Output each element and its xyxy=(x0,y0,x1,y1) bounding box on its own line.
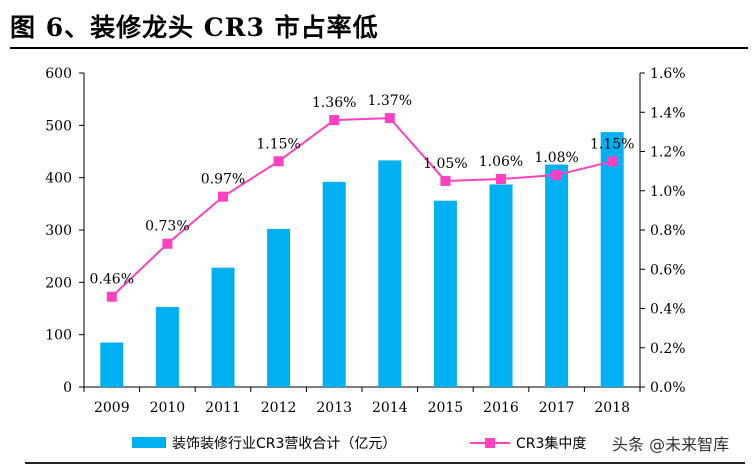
bar xyxy=(433,200,457,387)
line-marker xyxy=(384,113,395,124)
line-marker xyxy=(106,291,117,302)
x-tick-label: 2016 xyxy=(483,400,519,416)
data-label: 1.05% xyxy=(423,156,467,172)
bar xyxy=(378,160,402,387)
bar xyxy=(211,267,235,387)
x-tick-label: 2013 xyxy=(316,400,352,416)
line-marker xyxy=(162,238,173,249)
x-tick-label: 2010 xyxy=(150,400,186,416)
bottom-divider xyxy=(25,462,745,464)
bar xyxy=(322,181,346,387)
left-y-tick-label: 600 xyxy=(45,66,72,82)
title-underline xyxy=(10,47,748,49)
right-y-tick-label: 0.6% xyxy=(650,262,686,278)
right-y-tick-label: 1.6% xyxy=(650,66,686,82)
bar xyxy=(267,228,291,387)
data-label: 1.15% xyxy=(256,136,300,152)
bar xyxy=(155,306,179,387)
data-label: 1.15% xyxy=(590,136,634,152)
right-y-tick-label: 0.0% xyxy=(650,380,686,396)
line-marker xyxy=(329,115,340,126)
right-y-tick-label: 1.0% xyxy=(650,184,686,200)
x-tick-label: 2011 xyxy=(205,400,241,416)
data-label: 0.97% xyxy=(201,172,245,188)
left-y-tick-label: 400 xyxy=(45,171,72,187)
series-line xyxy=(111,117,613,298)
legend-swatch-marker xyxy=(485,438,495,448)
line-marker xyxy=(218,191,228,202)
left-y-tick-label: 500 xyxy=(45,118,72,134)
line-marker xyxy=(607,156,618,167)
figure-title: 图 6、装修龙头 CR3 市占率低 xyxy=(10,13,379,42)
x-tick-label: 2009 xyxy=(94,400,130,416)
legend-label-bars: 装饰装修行业CR3营收合计（亿元） xyxy=(172,436,396,452)
x-tick-label: 2018 xyxy=(594,400,630,416)
left-y-tick-label: 0 xyxy=(63,380,72,396)
right-y-tick-label: 0.8% xyxy=(650,223,686,239)
data-label: 1.37% xyxy=(368,93,412,109)
x-tick-label: 2014 xyxy=(372,400,408,416)
data-label: 1.08% xyxy=(534,150,578,166)
data-label: 1.36% xyxy=(312,95,356,111)
bar xyxy=(489,184,513,387)
line-marker xyxy=(440,175,451,186)
line-marker xyxy=(551,170,562,181)
line-marker xyxy=(273,156,284,167)
right-y-tick-label: 0.2% xyxy=(650,341,686,357)
legend-label-line: CR3集中度 xyxy=(516,435,586,452)
x-tick-label: 2017 xyxy=(539,400,575,416)
x-tick-label: 2015 xyxy=(428,400,464,416)
right-y-tick-label: 0.4% xyxy=(650,302,686,318)
right-y-tick-label: 1.2% xyxy=(650,145,686,161)
legend-swatch-bars xyxy=(132,437,166,448)
bar xyxy=(100,342,124,387)
data-label: 0.46% xyxy=(90,272,134,288)
right-y-tick-label: 1.4% xyxy=(650,105,686,121)
left-y-tick-label: 100 xyxy=(45,328,72,344)
data-label: 1.06% xyxy=(479,154,523,170)
left-y-tick-label: 300 xyxy=(45,223,72,239)
bar xyxy=(600,132,624,387)
x-tick-label: 2012 xyxy=(261,400,297,416)
watermark-text: 头条 @未来智库 xyxy=(612,435,730,454)
bar xyxy=(545,164,569,387)
line-marker xyxy=(496,173,506,184)
data-label: 0.73% xyxy=(145,219,189,235)
left-y-tick-label: 200 xyxy=(45,275,72,291)
